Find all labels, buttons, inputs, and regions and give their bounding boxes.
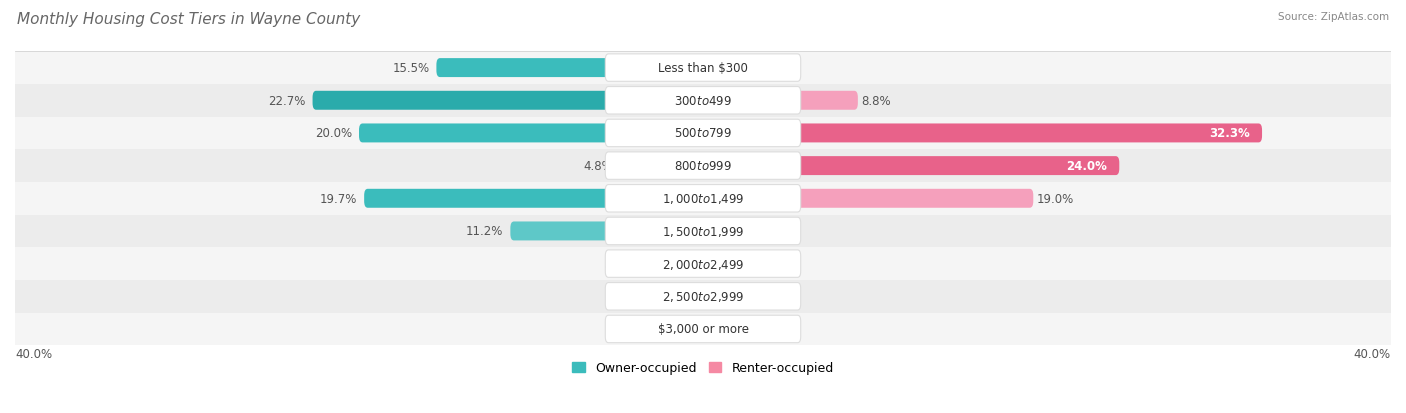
FancyBboxPatch shape: [703, 189, 1033, 208]
Text: $1,500 to $1,999: $1,500 to $1,999: [662, 224, 744, 238]
Text: 8.8%: 8.8%: [862, 95, 891, 107]
FancyBboxPatch shape: [681, 287, 706, 306]
Text: 19.0%: 19.0%: [1036, 192, 1074, 205]
Text: $3,000 or more: $3,000 or more: [658, 323, 748, 336]
FancyBboxPatch shape: [436, 59, 706, 78]
Bar: [15, 117, 1391, 150]
Text: 24.0%: 24.0%: [1066, 160, 1107, 173]
FancyBboxPatch shape: [606, 87, 800, 115]
FancyBboxPatch shape: [703, 124, 1263, 143]
FancyBboxPatch shape: [364, 189, 706, 208]
Bar: [15, 85, 1391, 117]
Bar: [15, 215, 1391, 248]
Text: 1.3%: 1.3%: [644, 290, 673, 303]
Text: 40.0%: 40.0%: [1354, 347, 1391, 361]
Text: 3.6%: 3.6%: [605, 257, 634, 271]
FancyBboxPatch shape: [703, 222, 747, 241]
Bar: [15, 150, 1391, 183]
Text: 19.7%: 19.7%: [321, 192, 357, 205]
Text: $2,500 to $2,999: $2,500 to $2,999: [662, 290, 744, 304]
FancyBboxPatch shape: [620, 157, 706, 176]
FancyBboxPatch shape: [606, 218, 800, 245]
FancyBboxPatch shape: [312, 92, 706, 110]
Bar: [15, 52, 1391, 85]
Legend: Owner-occupied, Renter-occupied: Owner-occupied, Renter-occupied: [572, 361, 834, 375]
FancyBboxPatch shape: [606, 283, 800, 310]
FancyBboxPatch shape: [606, 55, 800, 82]
FancyBboxPatch shape: [641, 254, 706, 273]
Text: 3.1%: 3.1%: [763, 62, 793, 75]
Text: $300 to $499: $300 to $499: [673, 95, 733, 107]
Text: 20.0%: 20.0%: [315, 127, 352, 140]
Bar: [15, 183, 1391, 215]
Text: 22.7%: 22.7%: [269, 95, 305, 107]
FancyBboxPatch shape: [510, 222, 706, 241]
FancyBboxPatch shape: [606, 120, 800, 147]
Text: 0.0%: 0.0%: [710, 290, 740, 303]
Text: 0.0%: 0.0%: [710, 323, 740, 336]
Text: $500 to $799: $500 to $799: [673, 127, 733, 140]
Text: 0.0%: 0.0%: [710, 257, 740, 271]
FancyBboxPatch shape: [703, 157, 1119, 176]
Text: 11.2%: 11.2%: [467, 225, 503, 238]
Text: $1,000 to $1,499: $1,000 to $1,499: [662, 192, 744, 206]
FancyBboxPatch shape: [682, 320, 706, 339]
Text: 1.2%: 1.2%: [645, 323, 675, 336]
Text: 40.0%: 40.0%: [15, 347, 52, 361]
Text: $800 to $999: $800 to $999: [673, 160, 733, 173]
FancyBboxPatch shape: [606, 250, 800, 278]
FancyBboxPatch shape: [606, 316, 800, 343]
FancyBboxPatch shape: [606, 152, 800, 180]
Bar: [15, 280, 1391, 313]
Bar: [15, 248, 1391, 280]
Text: Source: ZipAtlas.com: Source: ZipAtlas.com: [1278, 12, 1389, 22]
FancyBboxPatch shape: [703, 92, 858, 110]
Text: 32.3%: 32.3%: [1209, 127, 1250, 140]
Text: 4.8%: 4.8%: [583, 160, 613, 173]
Text: 15.5%: 15.5%: [392, 62, 429, 75]
FancyBboxPatch shape: [703, 59, 759, 78]
FancyBboxPatch shape: [606, 185, 800, 212]
FancyBboxPatch shape: [359, 124, 706, 143]
Text: $2,000 to $2,499: $2,000 to $2,499: [662, 257, 744, 271]
Text: Less than $300: Less than $300: [658, 62, 748, 75]
Bar: [15, 313, 1391, 345]
Text: 2.3%: 2.3%: [749, 225, 779, 238]
Text: Monthly Housing Cost Tiers in Wayne County: Monthly Housing Cost Tiers in Wayne Coun…: [17, 12, 360, 27]
